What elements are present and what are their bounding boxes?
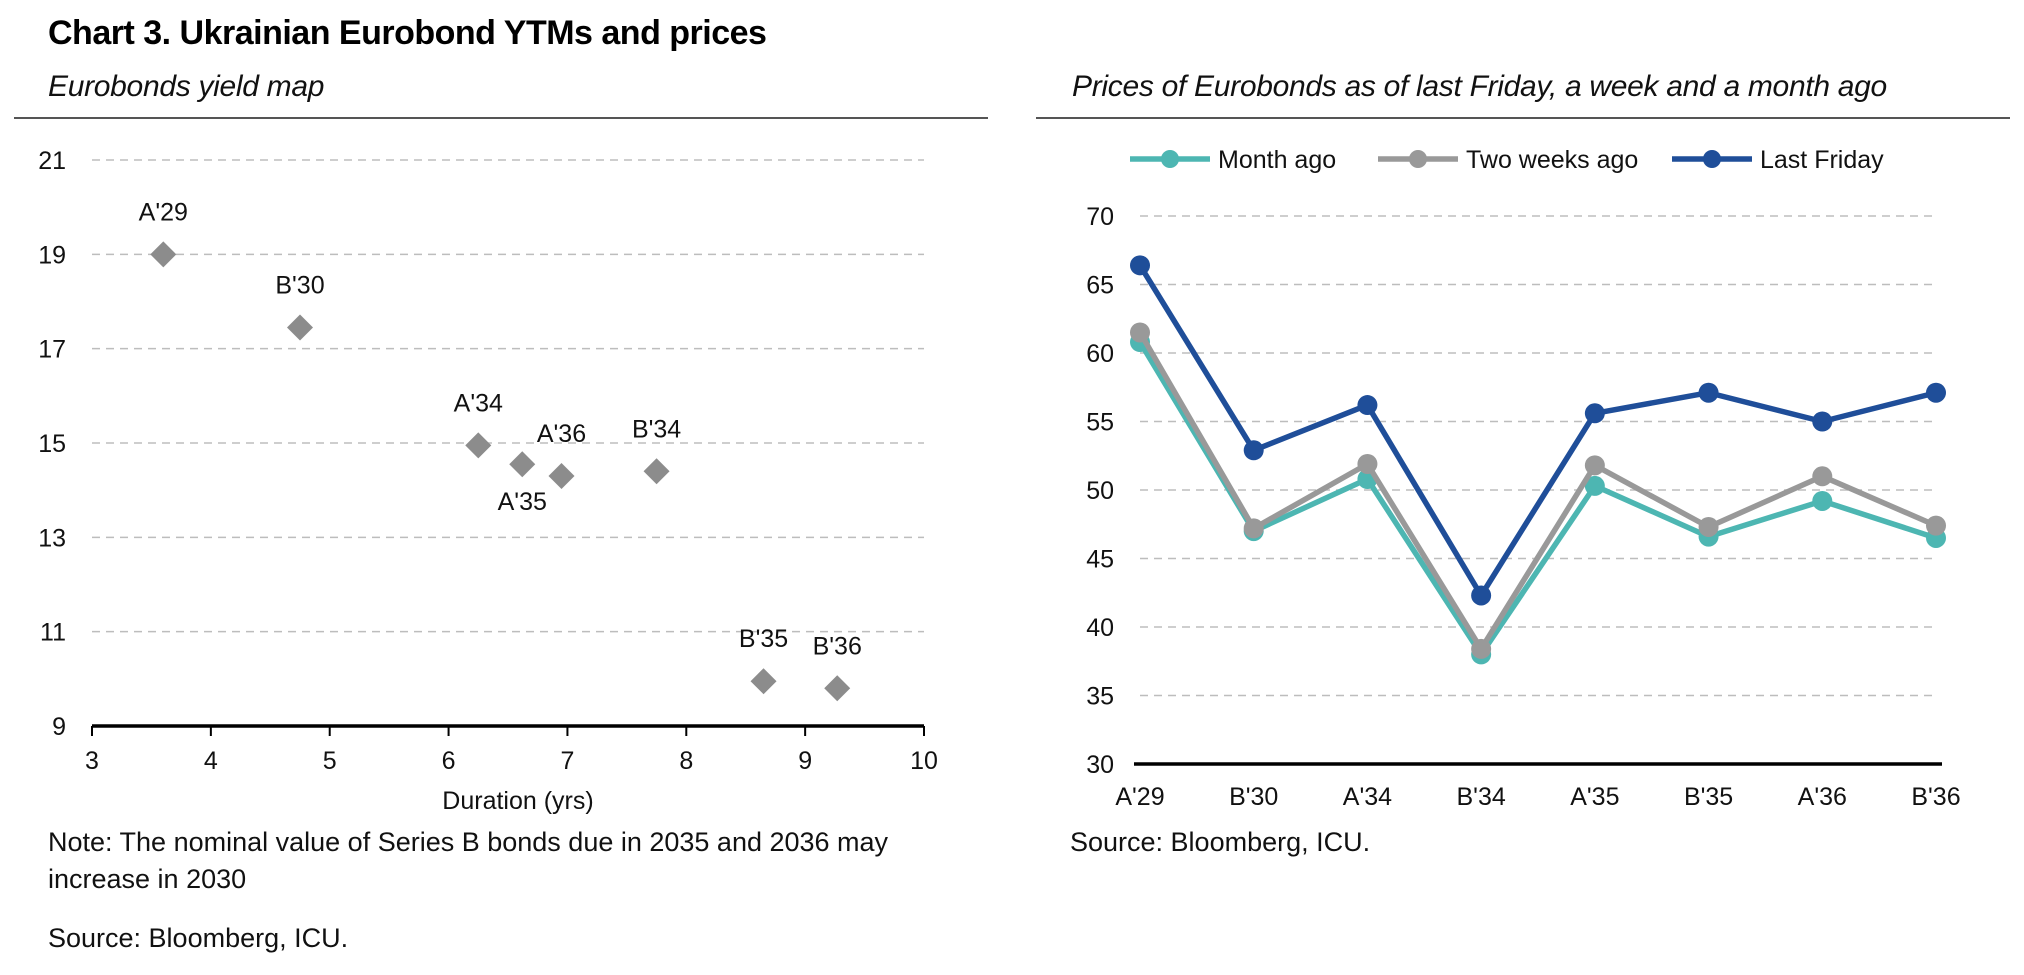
yield-map-chart: 9 11 13 15 17 19 21 3 4 5 6 7 8 9 10 Duration (yrs) A'29…: [38, 147, 938, 815]
y-tick-label: 65: [1086, 272, 1114, 300]
series-point: [1698, 382, 1719, 403]
series-point: [1243, 440, 1264, 461]
y-tick-label: 30: [1086, 751, 1114, 779]
page-title: Chart 3. Ukrainian Eurobond YTMs and pri…: [48, 14, 767, 52]
legend-label: Two weeks ago: [1466, 146, 1638, 174]
series-line: [1137, 340, 1937, 658]
prices-chart-title: Prices of Eurobonds as of last Friday, a…: [1072, 70, 1887, 103]
series-point: [1130, 322, 1150, 343]
series-point: [1812, 466, 1833, 487]
series-point: [1698, 516, 1719, 537]
data-point-label: B'34: [632, 415, 681, 443]
x-tick-label: B'30: [1229, 783, 1278, 811]
x-tick-label: A'35: [1570, 783, 1619, 811]
legend-swatch-marker: [1409, 150, 1427, 168]
series-point: [1357, 453, 1378, 474]
legend-label: Last Friday: [1760, 146, 1884, 174]
x-tick-label: B'35: [1684, 783, 1733, 811]
series-point: [1584, 475, 1605, 496]
data-point-label: A'36: [537, 420, 586, 448]
series-point: [1812, 411, 1833, 432]
series-point: [1357, 395, 1378, 416]
series-point: [1471, 638, 1492, 659]
prices-chart-title-rule: [1036, 117, 2010, 119]
legend-swatch-marker: [1161, 150, 1179, 168]
y-tick-label: 13: [38, 524, 66, 552]
x-tick-label: B'36: [1911, 783, 1960, 811]
x-tick-label: 10: [910, 747, 938, 775]
legend-label: Month ago: [1218, 146, 1336, 174]
y-tick-label: 9: [52, 713, 66, 741]
x-tick-label: A'34: [1343, 783, 1392, 811]
x-tick-label: 3: [85, 747, 99, 775]
series-point: [1471, 585, 1492, 606]
x-tick-label: 5: [323, 747, 337, 775]
x-tick-label: 7: [560, 747, 574, 775]
y-tick-label: 40: [1086, 614, 1114, 642]
x-tick-label: 9: [798, 747, 812, 775]
y-tick-label: 45: [1086, 546, 1114, 574]
y-tick-label: 17: [38, 336, 66, 364]
y-tick-label: 11: [40, 619, 66, 647]
prices-chart-source: Source: Bloomberg, ICU.: [1070, 827, 1371, 857]
series-point: [1926, 515, 1946, 536]
series-point: [1243, 518, 1264, 539]
series-line: [1137, 331, 1938, 652]
y-tick-label: 70: [1086, 203, 1114, 231]
data-point-marker: [509, 451, 536, 478]
series-line: [1137, 263, 1937, 599]
y-tick-label: 60: [1086, 340, 1114, 368]
data-point-label: B'36: [813, 632, 862, 660]
x-tick-label: 4: [204, 747, 218, 775]
data-point-marker: [643, 458, 670, 485]
yield-map-note: Note: The nominal value of Series B bond…: [48, 827, 889, 894]
x-axis-title: Duration (yrs): [442, 787, 593, 815]
x-tick-label: 8: [679, 747, 693, 775]
yield-map-title: Eurobonds yield map: [48, 70, 325, 103]
x-tick-label: 6: [442, 747, 456, 775]
y-tick-label: 50: [1086, 477, 1114, 505]
y-tick-label: 21: [38, 147, 66, 175]
y-tick-label: 55: [1086, 409, 1114, 437]
data-point-label: A'34: [454, 389, 503, 417]
data-point-label: A'35: [498, 488, 547, 516]
y-tick-label: 19: [38, 241, 66, 269]
series-point: [1584, 403, 1605, 424]
data-point-marker: [750, 668, 777, 695]
series-point: [1584, 455, 1605, 476]
prices-chart: 30 35 40 45 50 55 60 65 70 A'29 B'30 A'34 B'34 A'35 B'…: [1086, 146, 1960, 811]
data-point-marker: [824, 675, 851, 702]
y-tick-label: 35: [1086, 683, 1114, 711]
x-tick-label: A'36: [1798, 783, 1847, 811]
legend-swatch-marker: [1703, 150, 1721, 168]
x-tick-label: A'29: [1115, 783, 1164, 811]
y-tick-label: 15: [38, 430, 66, 458]
series-point: [1130, 255, 1150, 276]
data-point-marker: [465, 432, 492, 459]
data-point-label: B'30: [275, 271, 324, 299]
series-point: [1926, 382, 1946, 403]
x-tick-label: B'34: [1457, 783, 1506, 811]
data-point-label: A'29: [139, 198, 188, 226]
data-point-marker: [287, 314, 313, 341]
data-point-label: B'35: [739, 625, 788, 653]
data-point-marker: [150, 241, 177, 268]
yield-map-source: Source: Bloomberg, ICU.: [48, 923, 349, 953]
yield-map-title-rule: [14, 117, 988, 119]
data-point-marker: [548, 463, 575, 490]
series-point: [1812, 490, 1833, 511]
